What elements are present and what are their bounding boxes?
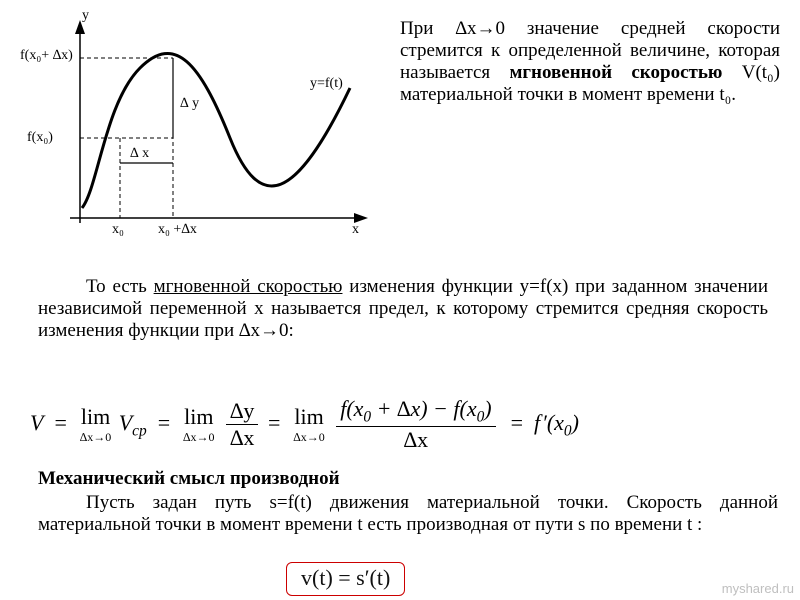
derivative-chart: y x f(x₀+ ∆x) f(x₀) x₀ x₀ +∆x ∆ x ∆ y y=… (20, 8, 380, 258)
mechanical-heading: Механический смысл производной (38, 468, 340, 490)
label-fx0dx: f(x₀+ ∆x) (20, 48, 73, 64)
intro-paragraph: При ∆x→0 значение средней скорости стрем… (400, 18, 780, 106)
definition-paragraph: То есть мгновенной скоростью изменения ф… (38, 276, 768, 342)
limit-equation: V = lim ∆x→0 Vср = lim ∆x→0 ∆y ∆x = lim … (30, 396, 770, 453)
label-fx0: f(x₀) (27, 130, 53, 146)
lim-3: lim ∆x→0 (293, 404, 324, 445)
eq-vcp: Vср (119, 410, 147, 435)
label-dx: ∆ x (130, 146, 149, 162)
axis-label-x: x (352, 222, 359, 238)
frac-diffquot: f(x0 + ∆x) − f(x0) ∆x (336, 396, 495, 453)
mechanical-paragraph: Пусть задан путь s=f(t) движения материа… (38, 492, 778, 536)
para1-bold: мгновенной скоростью (509, 62, 722, 83)
label-curve: y=f(t) (310, 76, 343, 92)
axis-label-y: y (82, 8, 89, 24)
label-dy: ∆ y (180, 96, 199, 112)
boxed-formula: v(t) = s′(t) (286, 562, 405, 596)
watermark: myshared.ru (722, 581, 794, 596)
para2-a: То есть (86, 276, 154, 297)
para3-text: Пусть задан путь s=f(t) движения материа… (38, 492, 778, 535)
label-x0dx: x₀ +∆x (158, 222, 197, 238)
eq-lhs: V (30, 410, 43, 435)
eq-rhs: f ′(x0) (534, 410, 579, 435)
lim-1: lim ∆x→0 (80, 404, 111, 445)
label-x0: x₀ (112, 222, 124, 238)
frac-dy-dx: ∆y ∆x (226, 398, 258, 451)
para2-underline: мгновенной скоростью (154, 276, 343, 297)
lim-2: lim ∆x→0 (183, 404, 214, 445)
